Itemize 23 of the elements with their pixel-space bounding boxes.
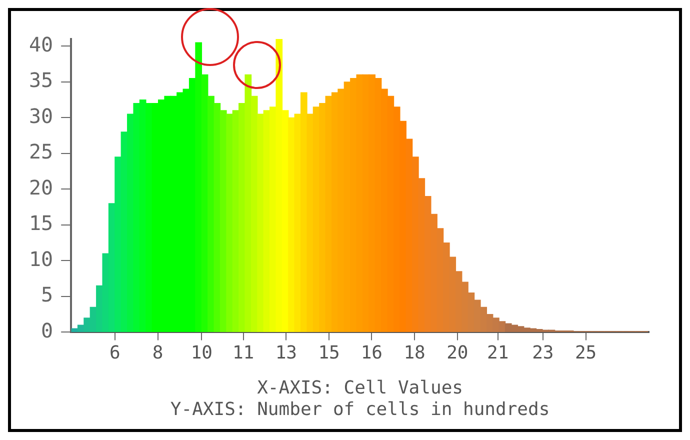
y-tick-label: 25 [28,140,54,164]
x-tick-label: 11 [232,342,254,364]
y-tick-label: 15 [28,211,54,236]
y-tick-label: 20 [28,175,54,200]
y-tick-label: 40 [28,32,54,56]
x-tick-label: 13 [275,342,298,364]
y-tick-label: 10 [28,246,54,271]
x-tick-label: 21 [486,342,509,364]
y-tick-label: 35 [28,68,54,92]
x-tick-label: 25 [574,342,597,364]
x-tick-label: 18 [404,342,426,364]
text: Y-AXIS: Number of cells in hundreds [170,398,550,420]
x-tick-label: 15 [318,342,340,364]
x-tick-label: 20 [446,342,468,364]
x-tick-label: 8 [152,342,164,364]
x-tick-label: 23 [532,342,554,364]
y-tick-label: 30 [28,104,54,128]
x-tick-label: 10 [190,342,213,364]
x-tick-label: 6 [110,342,120,364]
x-axis-title: X-AXIS: Cell Values [257,377,463,398]
x-tick-label: 16 [360,342,383,364]
y-tick-label: 5 [41,282,54,307]
y-tick-label: 0 [41,318,54,342]
